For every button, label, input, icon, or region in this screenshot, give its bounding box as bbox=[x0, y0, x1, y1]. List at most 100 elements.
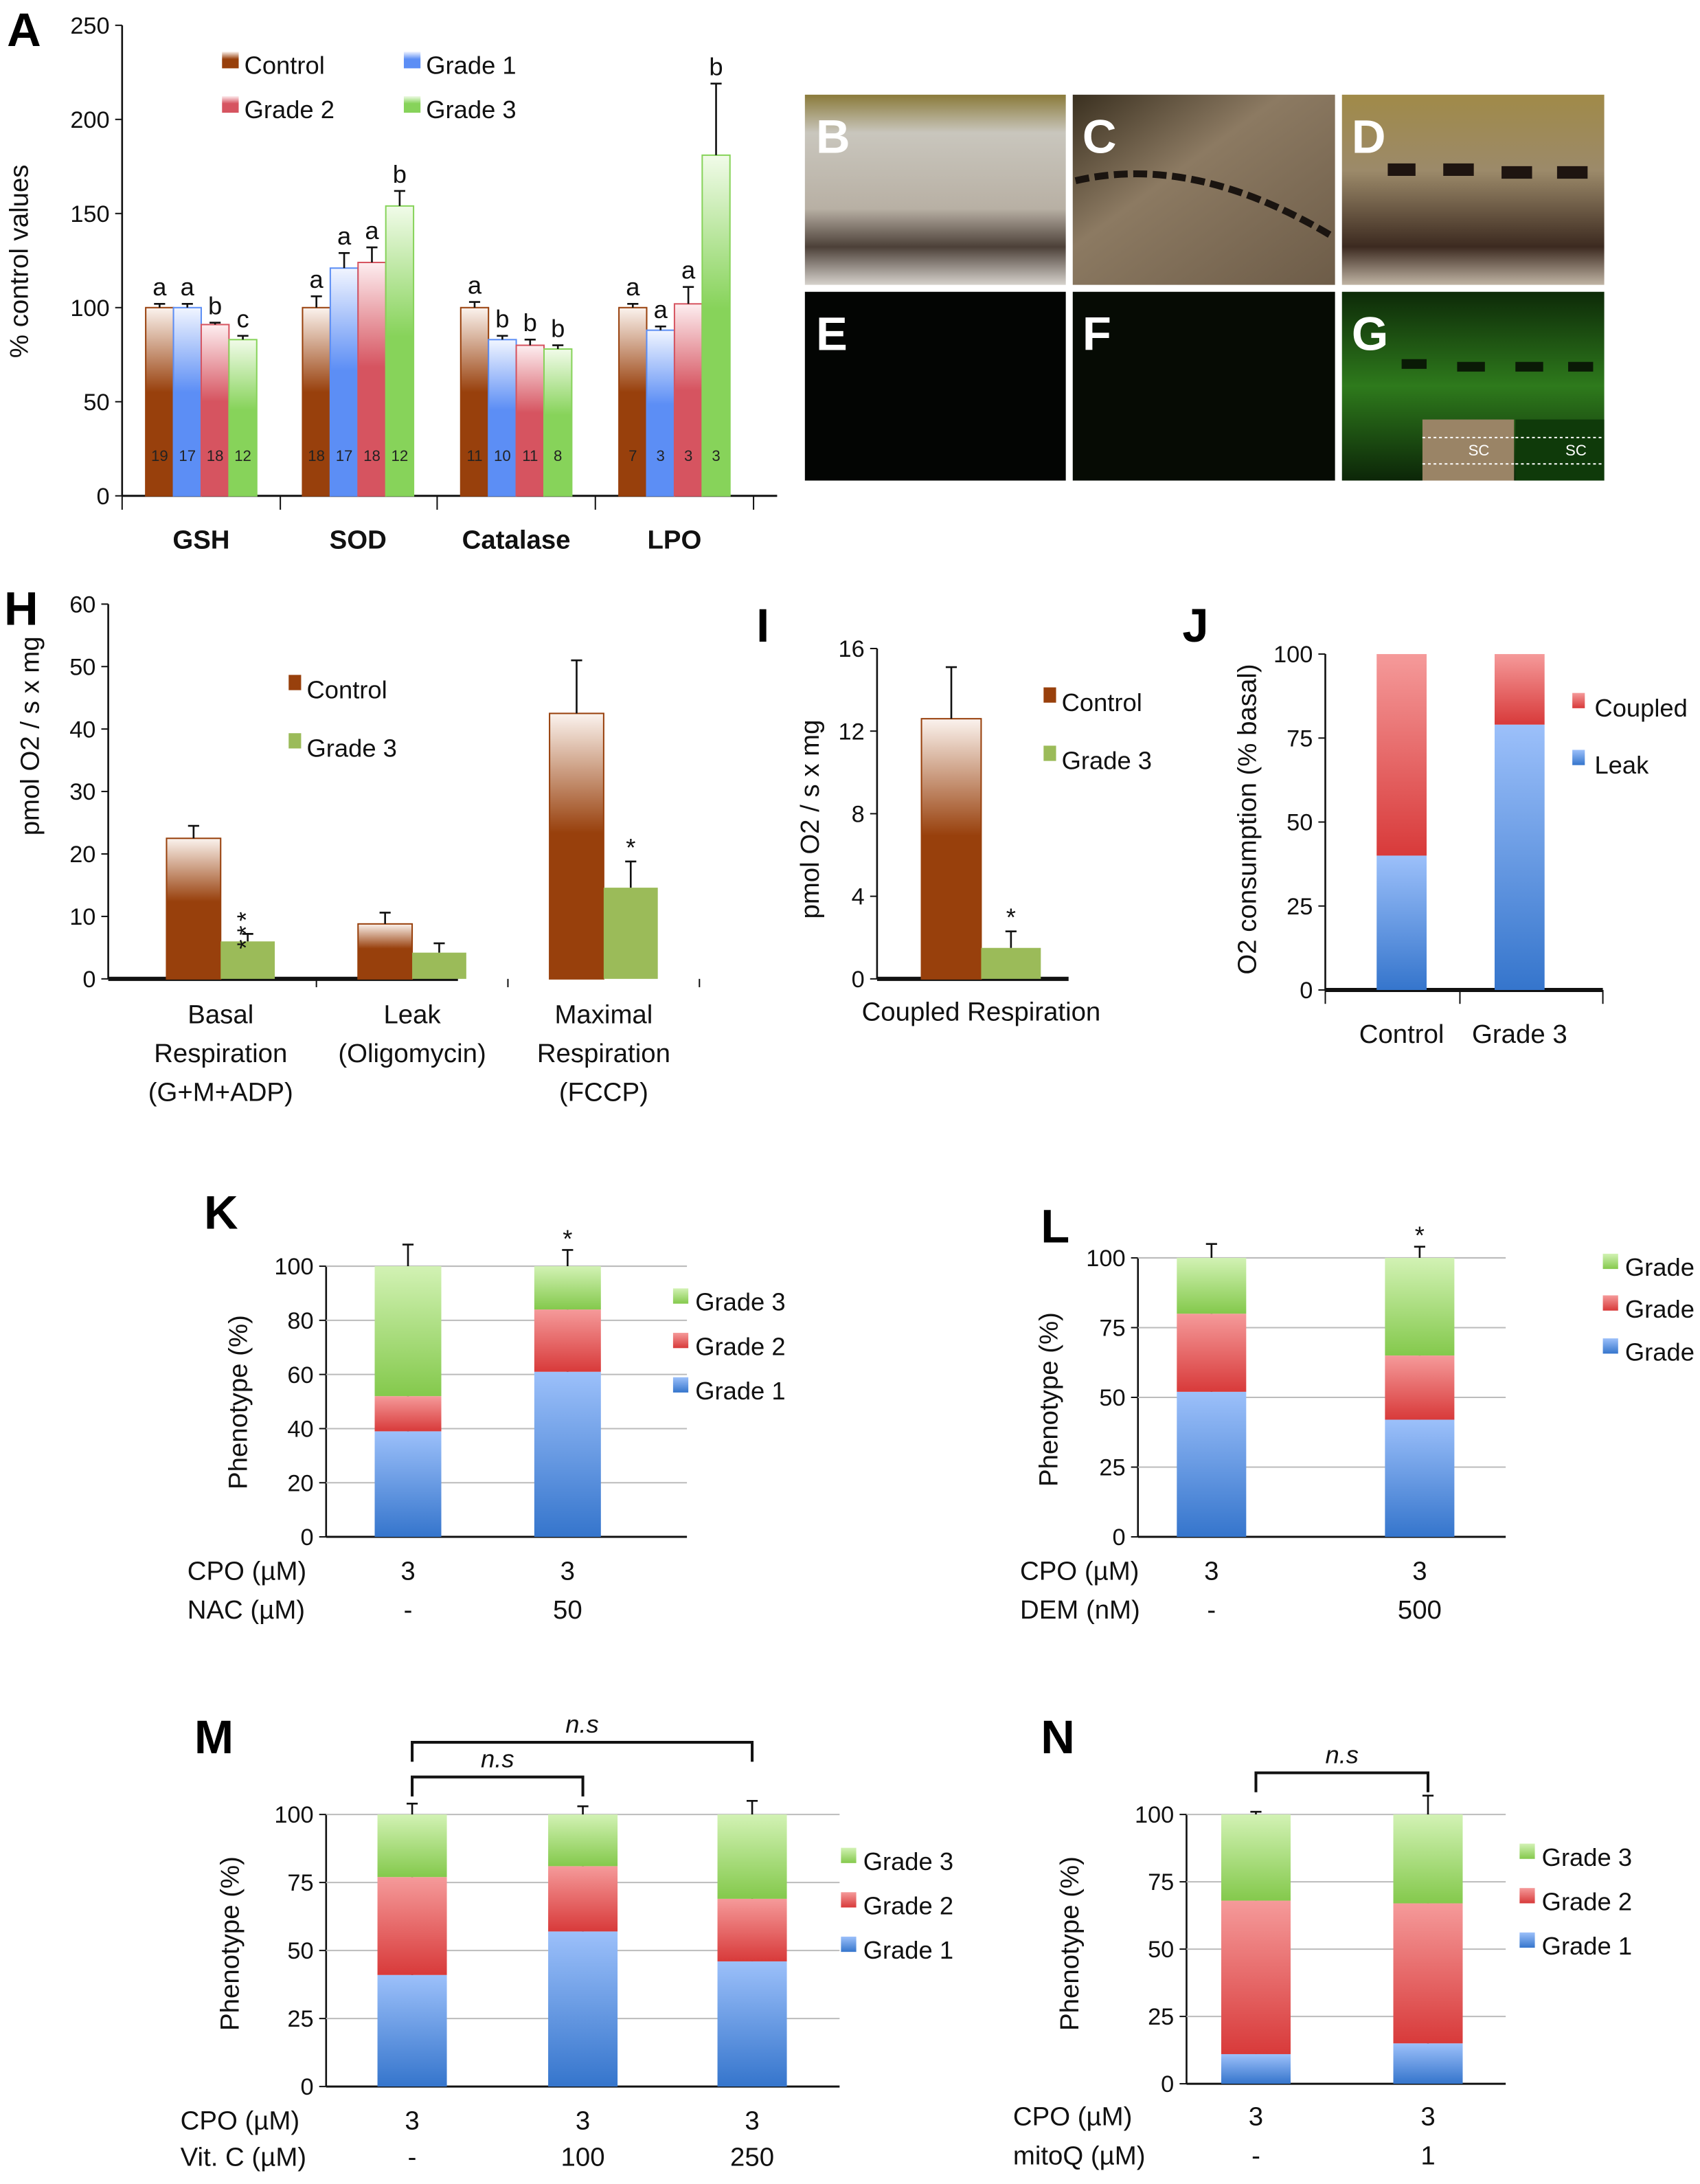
bar-segment-grade3 bbox=[374, 1266, 442, 1397]
legend-swatch bbox=[222, 52, 239, 69]
row-value: 3 bbox=[745, 2106, 759, 2136]
y-tick-label: 75 bbox=[287, 1870, 313, 1896]
row-value: 50 bbox=[553, 1595, 582, 1625]
n-label: 12 bbox=[234, 447, 251, 464]
bracket-label: n.s bbox=[565, 1710, 599, 1738]
y-tick-label: 0 bbox=[1112, 1524, 1125, 1551]
legend-swatch bbox=[841, 1892, 857, 1908]
legend-swatch bbox=[1602, 1253, 1618, 1270]
bar-segment-grade1 bbox=[1385, 1419, 1455, 1538]
bar-grade3 bbox=[412, 952, 466, 979]
bar-segment-grade2 bbox=[717, 1898, 787, 1961]
bar-control bbox=[357, 923, 413, 980]
y-tick-label: 80 bbox=[287, 1308, 313, 1334]
legend-label: Grade 1 bbox=[1625, 1338, 1700, 1366]
significance-letter: b bbox=[709, 53, 723, 81]
legend-item: Grade 1 bbox=[841, 1936, 953, 1964]
bar-segment-grade3 bbox=[1221, 1814, 1291, 1901]
bar-grade1 bbox=[646, 329, 675, 497]
bar-segment-grade1 bbox=[1221, 2053, 1291, 2084]
y-axis-label: pmol O2 / s x mg bbox=[795, 719, 825, 919]
bar-grade3 bbox=[228, 339, 258, 497]
micrograph-f: F bbox=[1072, 291, 1335, 481]
y-axis-label: Phenotype (%) bbox=[1034, 1312, 1064, 1487]
panel-label-f: F bbox=[1083, 308, 1111, 361]
bar-segment-grade2 bbox=[1221, 1900, 1291, 2054]
legend-swatch bbox=[288, 733, 302, 749]
y-tick-label: 0 bbox=[1161, 2071, 1174, 2097]
category-label: Catalase bbox=[462, 526, 571, 555]
significance-star: * bbox=[563, 1224, 572, 1252]
legend-item: Leak bbox=[1572, 750, 1649, 779]
bar-control bbox=[618, 306, 648, 497]
significance-letter: a bbox=[681, 256, 696, 284]
row-value: 3 bbox=[1204, 1557, 1219, 1586]
row-value: 3 bbox=[576, 2106, 590, 2136]
legend-swatch bbox=[841, 1847, 857, 1863]
chart-a: A 0 50 100 150 200 250 % control values GSH a 19 a 1… bbox=[4, 3, 778, 555]
n-label: 18 bbox=[363, 447, 381, 464]
category-label: (FCCP) bbox=[559, 1078, 648, 1107]
bar-segment-grade2 bbox=[1177, 1314, 1247, 1392]
panel-label-i: I bbox=[756, 599, 769, 652]
n-label: 18 bbox=[207, 447, 224, 464]
bar-segment-leak bbox=[1494, 724, 1545, 990]
bar-grade2 bbox=[200, 324, 230, 497]
micrograph-c: C bbox=[1072, 94, 1335, 285]
n-label: 10 bbox=[494, 447, 511, 464]
significance-letter: a bbox=[654, 295, 668, 324]
row-value: 3 bbox=[400, 1557, 415, 1586]
category-label: Leak bbox=[383, 1000, 441, 1029]
legend-item: Grade 1 bbox=[672, 1377, 786, 1405]
micrograph-d: D bbox=[1341, 94, 1605, 285]
bar-segment-grade3 bbox=[534, 1266, 601, 1310]
legend-item: Control bbox=[222, 52, 325, 80]
panel-label-j: J bbox=[1182, 599, 1208, 652]
panel-label-c: C bbox=[1083, 111, 1117, 164]
category-label: LPO bbox=[647, 526, 701, 555]
row-value: - bbox=[1207, 1595, 1216, 1625]
significance-letter: a bbox=[181, 273, 195, 301]
bar-segment-leak bbox=[1376, 855, 1427, 990]
bracket-label: n.s bbox=[1325, 1740, 1359, 1768]
category-label: Respiration bbox=[537, 1039, 670, 1068]
legend-label: Grade 1 bbox=[695, 1377, 785, 1405]
chart-i: I 0 4 8 12 16 pmol O2 / s x mg * Coupled Respira… bbox=[756, 599, 1152, 1027]
legend-label: Grade 1 bbox=[426, 52, 516, 80]
legend-label: Grade 2 bbox=[1542, 1888, 1632, 1916]
category-label: Maximal bbox=[554, 1000, 653, 1029]
significance-letter: a bbox=[468, 271, 482, 299]
n-label: 19 bbox=[151, 447, 168, 464]
row-label: CPO (µM) bbox=[1013, 2102, 1132, 2132]
inset-label-sc-right: SC bbox=[1565, 442, 1587, 459]
bar-grade1 bbox=[329, 267, 359, 497]
category-label: Basal bbox=[188, 1000, 253, 1029]
bar-grade1 bbox=[488, 339, 517, 497]
row-value: 3 bbox=[1420, 2102, 1435, 2132]
y-tick-label: 10 bbox=[69, 904, 95, 930]
y-tick-label: 60 bbox=[287, 1362, 313, 1388]
legend-label: Grade 3 bbox=[863, 1847, 953, 1876]
row-label: NAC (µM) bbox=[188, 1595, 305, 1625]
panel-label-n: N bbox=[1041, 1711, 1075, 1764]
chart-m: M 0 25 50 75 100 Phenotype (%) 3 - 3 100 3 250 CPO (µ… bbox=[181, 1710, 953, 2172]
legend-item: Grade 3 bbox=[288, 733, 397, 763]
row-value: 1 bbox=[1420, 2141, 1435, 2170]
bar-segment-grade1 bbox=[534, 1371, 601, 1538]
y-tick-label: 50 bbox=[1099, 1385, 1125, 1411]
legend-item: Grade 2 bbox=[1602, 1295, 1700, 1323]
bar-control bbox=[920, 718, 982, 980]
legend-label: Grade 2 bbox=[695, 1332, 785, 1360]
y-tick-label: 50 bbox=[83, 390, 109, 416]
category-label: Control bbox=[1359, 1020, 1444, 1049]
legend-swatch bbox=[288, 675, 302, 690]
bar-segment-grade3 bbox=[717, 1814, 787, 1899]
panel-label-b: B bbox=[816, 111, 850, 164]
y-tick-label: 200 bbox=[70, 107, 109, 133]
n-label: 17 bbox=[336, 447, 353, 464]
y-axis-label: pmol O2 / s x mg bbox=[16, 636, 45, 835]
category-label: SOD bbox=[330, 526, 387, 555]
bar-segment-grade3 bbox=[1393, 1814, 1463, 1904]
